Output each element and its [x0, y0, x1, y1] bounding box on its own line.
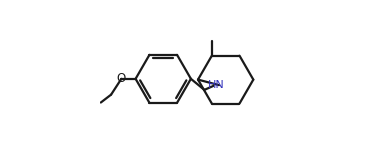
- Text: HN: HN: [208, 80, 225, 90]
- Text: O: O: [117, 72, 126, 85]
